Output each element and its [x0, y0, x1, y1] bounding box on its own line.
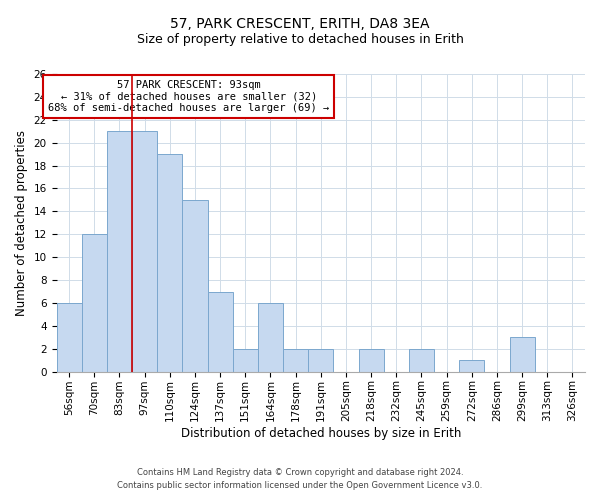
- Text: Size of property relative to detached houses in Erith: Size of property relative to detached ho…: [137, 32, 463, 46]
- Bar: [509, 338, 535, 372]
- X-axis label: Distribution of detached houses by size in Erith: Distribution of detached houses by size …: [181, 427, 461, 440]
- Bar: [182, 200, 208, 372]
- Text: 57, PARK CRESCENT, ERITH, DA8 3EA: 57, PARK CRESCENT, ERITH, DA8 3EA: [170, 18, 430, 32]
- Bar: [107, 131, 132, 372]
- Y-axis label: Number of detached properties: Number of detached properties: [15, 130, 28, 316]
- Bar: [82, 234, 107, 372]
- Bar: [56, 303, 82, 372]
- Bar: [308, 349, 334, 372]
- Text: Contains HM Land Registry data © Crown copyright and database right 2024.: Contains HM Land Registry data © Crown c…: [137, 468, 463, 477]
- Bar: [258, 303, 283, 372]
- Bar: [409, 349, 434, 372]
- Text: Contains public sector information licensed under the Open Government Licence v3: Contains public sector information licen…: [118, 482, 482, 490]
- Bar: [208, 292, 233, 372]
- Text: 57 PARK CRESCENT: 93sqm
← 31% of detached houses are smaller (32)
68% of semi-de: 57 PARK CRESCENT: 93sqm ← 31% of detache…: [48, 80, 329, 113]
- Bar: [359, 349, 383, 372]
- Bar: [283, 349, 308, 372]
- Bar: [157, 154, 182, 372]
- Bar: [132, 131, 157, 372]
- Bar: [459, 360, 484, 372]
- Bar: [233, 349, 258, 372]
